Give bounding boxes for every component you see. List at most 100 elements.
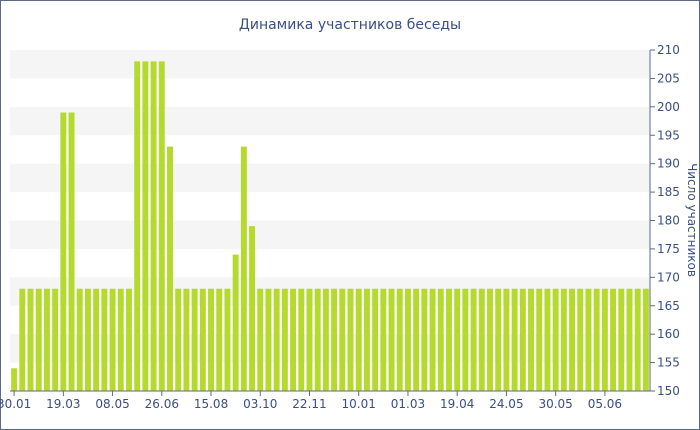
bar	[495, 288, 502, 391]
bar	[470, 288, 477, 391]
bar	[634, 288, 641, 391]
x-tick-label: 05.06	[588, 397, 622, 411]
y-tick-label: 165	[657, 299, 680, 313]
bar	[191, 288, 198, 391]
bar	[487, 288, 493, 391]
bar	[511, 288, 518, 391]
bar	[544, 288, 551, 391]
bar	[593, 288, 600, 391]
bar	[626, 288, 633, 391]
grid-band	[10, 163, 650, 193]
bar	[347, 288, 354, 391]
grid-band	[10, 50, 650, 79]
bar	[421, 288, 428, 391]
bar	[167, 146, 173, 391]
y-tick-label: 170	[657, 270, 680, 284]
grid-band	[10, 220, 650, 249]
bar	[446, 288, 452, 391]
bar	[355, 288, 362, 391]
bar	[298, 288, 305, 391]
x-tick-label: 22.11	[292, 397, 326, 411]
x-tick-label: 30.05	[538, 397, 572, 411]
bar	[35, 288, 42, 391]
y-tick-label: 185	[657, 185, 680, 199]
bar	[396, 288, 403, 391]
bar	[388, 288, 395, 391]
y-tick-label: 160	[657, 327, 680, 341]
bar	[610, 288, 617, 391]
bar	[569, 288, 576, 391]
grid-band	[10, 334, 650, 363]
bar	[249, 226, 256, 391]
bar	[339, 288, 346, 391]
y-tick-label: 155	[657, 356, 680, 370]
bar	[331, 288, 338, 391]
bar	[84, 288, 91, 391]
y-tick-label: 200	[657, 100, 680, 114]
y-tick-label: 150	[657, 384, 680, 398]
bar	[175, 288, 182, 391]
bar	[306, 288, 313, 391]
x-tick-label: 08.05	[95, 397, 129, 411]
bar	[552, 288, 559, 391]
bar	[519, 288, 526, 391]
y-tick-label: 190	[657, 157, 680, 171]
bar	[134, 61, 141, 391]
bar	[240, 146, 247, 391]
bar	[429, 288, 436, 391]
bar	[577, 288, 584, 391]
bar	[199, 288, 206, 391]
x-tick-label: 30.01	[0, 397, 31, 411]
y-tick-label: 210	[657, 43, 680, 57]
bar	[363, 288, 370, 391]
bar	[126, 288, 132, 391]
bar	[27, 288, 34, 391]
bar	[93, 288, 100, 391]
y-tick-label: 180	[657, 214, 680, 228]
y-tick-label: 175	[657, 242, 680, 256]
bar	[601, 288, 608, 391]
bar	[43, 288, 50, 391]
bar	[76, 288, 83, 391]
y-axis: 150 155 160 165 170 175 180 185 190 195 200 205 210	[649, 43, 680, 398]
bar	[257, 288, 264, 391]
y-tick-label: 205	[657, 71, 680, 85]
x-tick-label: 15.08	[194, 397, 228, 411]
grid-band	[10, 106, 650, 136]
bar	[109, 288, 116, 391]
grid-bands	[10, 50, 650, 363]
bar	[11, 368, 18, 391]
bar-series	[11, 61, 649, 392]
bar	[585, 288, 592, 391]
y-axis-label: Число участников	[685, 163, 699, 277]
bar	[265, 288, 272, 391]
grid-band	[10, 277, 650, 306]
x-tick-label: 19.04	[440, 397, 474, 411]
x-tick-label: 03.10	[243, 397, 277, 411]
bar	[19, 288, 26, 391]
bar	[322, 288, 329, 391]
bar	[478, 288, 485, 391]
x-axis: 30.01 19.03 08.05 26.06 15.08 03.10 22.11 10.01…	[0, 390, 650, 411]
bar	[158, 61, 165, 391]
bar	[528, 288, 534, 391]
bar	[183, 288, 190, 391]
bar	[404, 288, 411, 391]
bar	[618, 288, 625, 391]
bar	[101, 288, 108, 391]
bar	[503, 288, 510, 391]
bar	[437, 288, 444, 391]
bar	[560, 288, 567, 391]
bar	[273, 288, 280, 391]
bar	[150, 61, 157, 391]
x-tick-label: 19.03	[46, 397, 80, 411]
bar	[60, 112, 67, 392]
bar	[413, 288, 420, 391]
bar	[52, 288, 59, 391]
x-tick-label: 26.06	[145, 397, 179, 411]
bar	[216, 288, 223, 391]
bar	[642, 288, 649, 391]
bar	[208, 288, 214, 391]
x-tick-label: 10.01	[342, 397, 376, 411]
